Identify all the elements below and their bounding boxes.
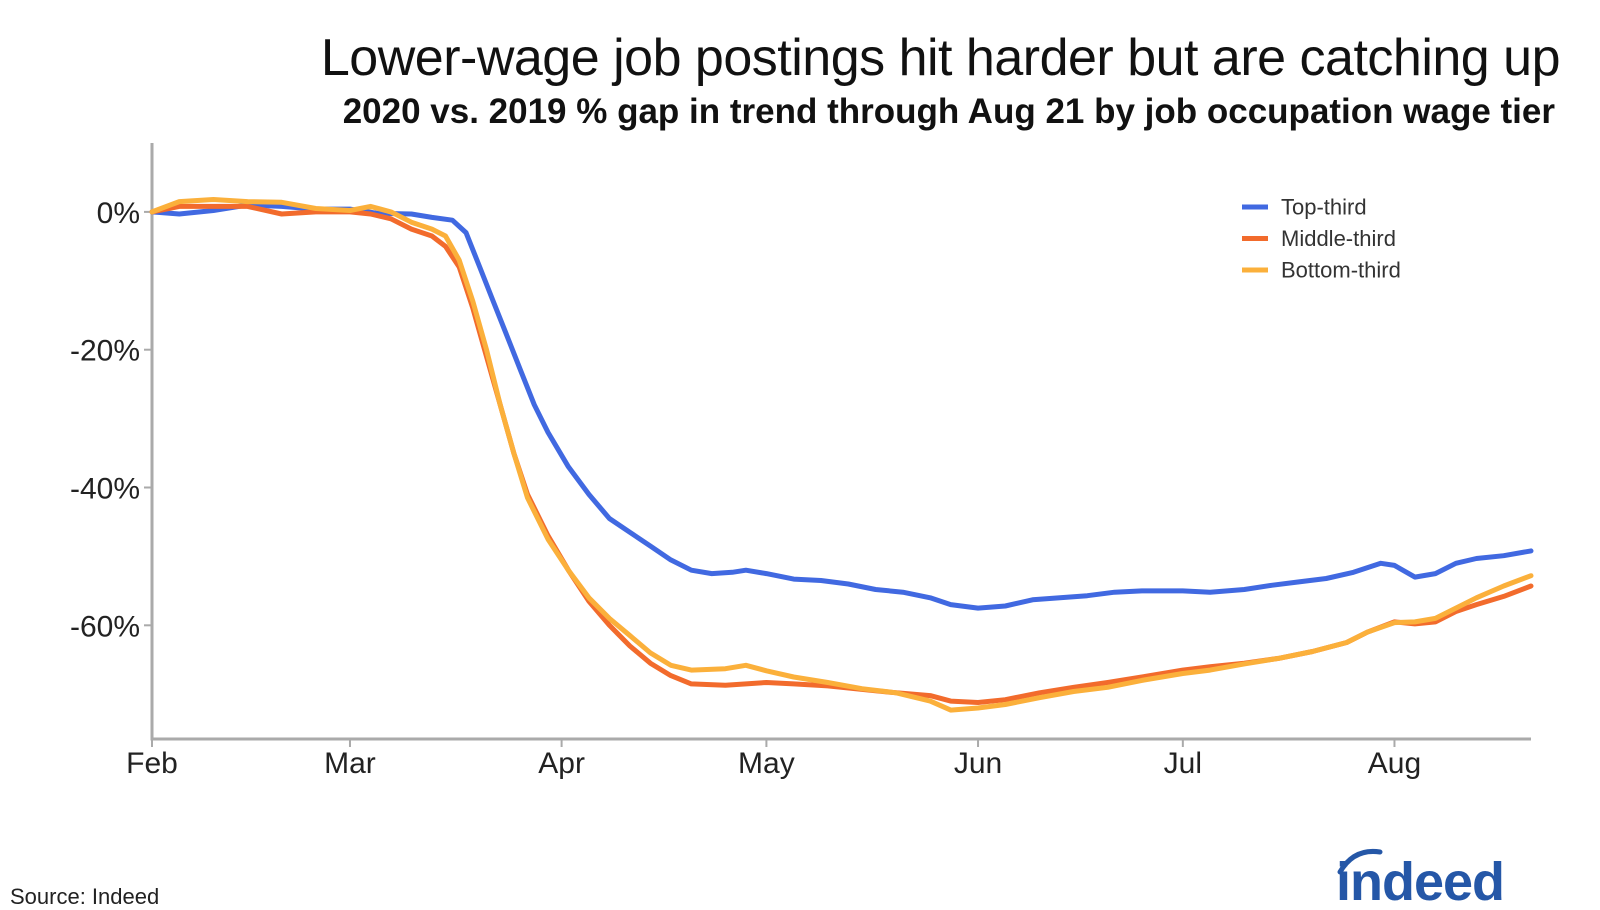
y-tick-label: 0% [97,197,140,230]
legend: Top-third Middle-third Bottom-third [1242,195,1401,283]
legend-label-middle-third: Middle-third [1281,226,1396,251]
source-note: Source: Indeed [10,884,160,909]
series-line-top-third [149,202,1534,611]
x-axis-ticks: Feb Mar Apr May Jun Jul Aug [126,739,1421,780]
chart-subtitle: 2020 vs. 2019 % gap in trend through Aug… [342,92,1555,131]
x-tick-label: Mar [324,747,376,780]
x-tick-label: Feb [126,747,178,780]
x-tick-label: Jul [1164,747,1202,780]
series-lines [149,197,1534,713]
x-tick-label: Apr [538,747,585,780]
legend-label-bottom-third: Bottom-third [1281,258,1401,283]
chart-title: Lower-wage job postings hit harder but a… [320,29,1561,87]
y-tick-label: -20% [70,335,140,368]
series-line-bottom-third [149,197,1534,713]
indeed-logo: indeed [1336,848,1505,906]
x-tick-label: May [738,747,795,780]
legend-label-top-third: Top-third [1281,195,1367,220]
x-tick-label: Jun [954,747,1002,780]
logo-wordmark: indeed [1336,852,1504,906]
chart-axes [150,143,1531,741]
y-tick-label: -60% [70,610,140,643]
logo-arc [1337,848,1383,875]
x-tick-label: Aug [1368,747,1421,780]
y-axis-ticks: 0% -20% -40% -60% [70,197,152,643]
y-tick-label: -40% [70,473,140,506]
